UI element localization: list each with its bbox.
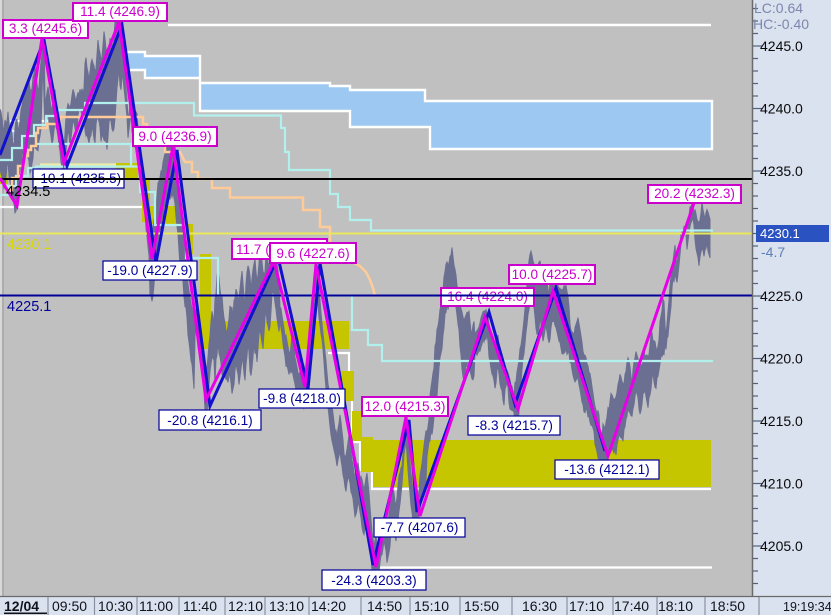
svg-text:12/04: 12/04 (4, 598, 39, 614)
svg-text:10.0 (4225.7): 10.0 (4225.7) (512, 267, 593, 282)
svg-text:4245.0: 4245.0 (760, 38, 803, 54)
svg-text:3.3 (4245.6): 3.3 (4245.6) (9, 21, 82, 36)
svg-text:4230.1: 4230.1 (7, 237, 51, 253)
svg-text:4230.1: 4230.1 (760, 226, 800, 241)
svg-text:10:30: 10:30 (98, 598, 133, 614)
svg-text:-24.3 (4203.3): -24.3 (4203.3) (331, 573, 416, 588)
svg-text:9.6 (4227.6): 9.6 (4227.6) (276, 246, 349, 261)
svg-text:12:10: 12:10 (228, 598, 263, 614)
svg-text:4225.1: 4225.1 (7, 299, 51, 315)
svg-text:11:00: 11:00 (139, 598, 173, 614)
svg-text:-13.6 (4212.1): -13.6 (4212.1) (564, 462, 649, 477)
svg-text:11:40: 11:40 (183, 598, 217, 614)
svg-text:17:40: 17:40 (614, 598, 649, 614)
svg-text:4220.0: 4220.0 (760, 351, 803, 367)
svg-text:11.4 (4246.9): 11.4 (4246.9) (80, 4, 160, 19)
svg-text:4205.0: 4205.0 (760, 538, 803, 554)
svg-text:20.2 (4232.3): 20.2 (4232.3) (654, 186, 735, 201)
svg-text:14:50: 14:50 (367, 598, 402, 614)
svg-text:4234.5: 4234.5 (6, 184, 50, 200)
svg-text:09:50: 09:50 (52, 598, 87, 614)
svg-text:19:19:34: 19:19:34 (783, 600, 831, 614)
svg-text:-19.0 (4227.9): -19.0 (4227.9) (107, 263, 192, 278)
svg-text:4225.0: 4225.0 (760, 288, 803, 304)
svg-text:13:10: 13:10 (269, 598, 304, 614)
svg-text:-7.7 (4207.6): -7.7 (4207.6) (381, 520, 459, 535)
svg-text:16:30: 16:30 (522, 598, 557, 614)
svg-text:12.0 (4215.3): 12.0 (4215.3) (365, 399, 446, 414)
svg-text:4215.0: 4215.0 (760, 413, 803, 429)
svg-text:HC:-0.40: HC:-0.40 (753, 16, 809, 32)
svg-text:18:10: 18:10 (658, 598, 693, 614)
svg-text:17:10: 17:10 (569, 598, 604, 614)
svg-text:15:50: 15:50 (464, 598, 499, 614)
svg-text:4210.0: 4210.0 (760, 476, 803, 492)
svg-text:-9.8 (4218.0): -9.8 (4218.0) (263, 391, 341, 406)
svg-text:18:50: 18:50 (710, 598, 745, 614)
svg-text:4240.0: 4240.0 (760, 101, 803, 117)
svg-text:4235.0: 4235.0 (760, 163, 803, 179)
svg-text:-8.3 (4215.7): -8.3 (4215.7) (475, 418, 553, 433)
svg-text:-20.8 (4216.1): -20.8 (4216.1) (167, 413, 252, 428)
svg-text:LC:0.64: LC:0.64 (754, 0, 803, 16)
svg-text:15:10: 15:10 (414, 598, 449, 614)
svg-text:14:20: 14:20 (311, 598, 346, 614)
svg-text:-4.7: -4.7 (761, 244, 785, 260)
svg-text:9.0 (4236.9): 9.0 (4236.9) (138, 129, 211, 144)
